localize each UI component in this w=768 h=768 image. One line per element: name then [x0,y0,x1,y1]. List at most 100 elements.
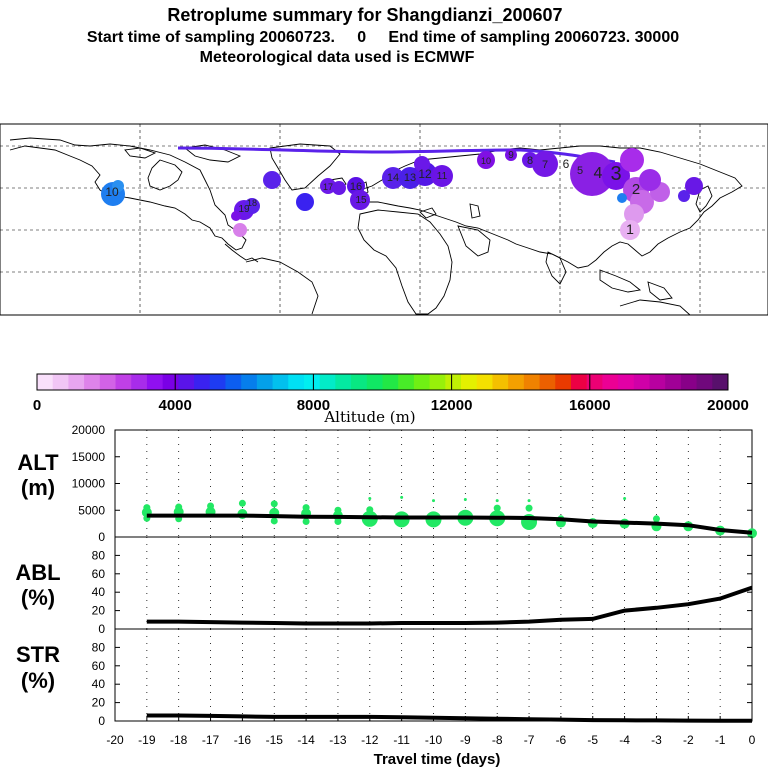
colorbar-cell [209,374,226,390]
altitude-point [525,504,533,512]
x-tick-label: -14 [297,733,315,747]
plume-marker [620,220,640,240]
chart-title: Retroplume summary for Shangdianzi_20060… [167,5,562,25]
plume-label: 14 [387,172,399,184]
colorbar-cell [146,374,164,390]
x-tick-label: -13 [329,733,347,747]
coast-greenland [269,143,341,191]
coast-japan [695,185,713,213]
plume-label: 18 [247,198,257,208]
plume-marker [320,178,336,194]
colorbar-cell [194,374,211,390]
colorbar-cell [712,374,729,390]
altitude-point [493,504,501,512]
colorbar-cell [429,374,446,390]
colorbar-cell [555,374,572,390]
plume-marker [112,180,124,192]
colorbar-cell [633,374,650,390]
x-tick-label: -9 [460,733,471,747]
series-line-alt [146,513,753,535]
colorbar-cell [461,374,478,390]
x-axis-label: Travel time (days) [374,751,501,768]
y-tick-label: 60 [92,567,106,581]
coast-indonesia [599,269,642,293]
altitude-point [368,496,372,500]
coast-black-sea [419,207,437,219]
plume-marker [231,211,241,221]
y-tick-label: 10000 [72,477,106,491]
coast-new-guinea [647,281,673,301]
plume-marker [678,190,690,202]
x-tick-label: -4 [619,733,630,747]
plume-label: 12 [418,167,432,181]
colorbar-cell [618,374,635,390]
colorbar-cell [398,374,415,390]
coast-arctic-island-2 [124,147,157,159]
colorbar-cell [665,374,682,390]
altitude-point [270,500,278,508]
plume-marker [620,148,644,172]
plume-marker [244,198,260,214]
y-tick-label: 5000 [78,503,105,517]
colorbar-cell [586,374,603,390]
altitude-point [432,499,435,503]
plume-marker [263,171,281,189]
plume-marker [532,151,558,177]
panel-label: ALT [17,450,59,475]
meteo-data-line: Meteorological data used is ECMWF [200,49,475,66]
time-series-panels: 05000100001500020000ALT(m)020406080ABL(%… [15,423,757,747]
panel-label: STR [16,642,60,667]
y-tick-label: 80 [92,548,106,562]
colorbar-tick-label: 12000 [431,397,473,414]
plume-label: 13 [404,172,416,184]
colorbar-cell [115,374,132,390]
plume-marker [639,169,661,191]
colorbar-cell [131,374,148,390]
y-tick-label: 20 [92,696,106,710]
plume-marker [233,223,247,237]
plume-marker [414,156,430,172]
plume-marker [685,177,703,195]
panel-alt: 0 5000 10000 15000 20000 ALT(m) [17,423,757,544]
x-tick-label: -6 [556,733,567,747]
coast-north-america [9,137,247,251]
y-tick-label: 80 [92,640,106,654]
coast-india [545,251,567,285]
colorbar-cell [508,374,525,390]
y-tick-label: 15000 [72,450,106,464]
y-tick-label: 0 [98,622,105,636]
coast-arctic-islands [183,144,242,163]
plume-label: 15 [355,195,367,206]
plume-label: 10 [481,156,491,166]
x-tick-label: -10 [425,733,443,747]
plume-label: 11 [437,171,448,182]
altitude-point [463,498,467,502]
x-tick-label: 0 [749,733,756,747]
x-tick-label: -1 [715,733,726,747]
panel-str: 0 20 40 60 80 STR(%) [16,628,753,728]
plume-label: 5 [577,165,583,177]
x-tick-label: -2 [683,733,694,747]
coast-south-america [245,257,319,315]
coast-hudson-bay [147,159,183,191]
coastlines [9,137,743,316]
y-tick-label: 0 [98,530,105,544]
colorbar-cell [382,374,399,390]
x-tick-label: -15 [266,733,284,747]
y-tick-label: 60 [92,659,106,673]
coast-caspian-sea [469,203,481,219]
colorbar-cell [523,374,541,390]
colorbar-cell [602,374,619,390]
plume-marker [332,181,346,195]
colorbar-cell [241,374,258,390]
panel-frame [114,628,753,722]
panel-frame [114,536,753,630]
colorbar-tick-label: 4000 [159,397,192,414]
altitude-point [527,499,531,503]
colorbar-ticks: 0 4000 8000 12000 16000 20000 [33,374,749,414]
x-tick-label: -12 [361,733,379,747]
x-tick-label: -7 [524,733,535,747]
panel-abl: 0 20 40 60 80 ABL(%) [15,536,753,636]
